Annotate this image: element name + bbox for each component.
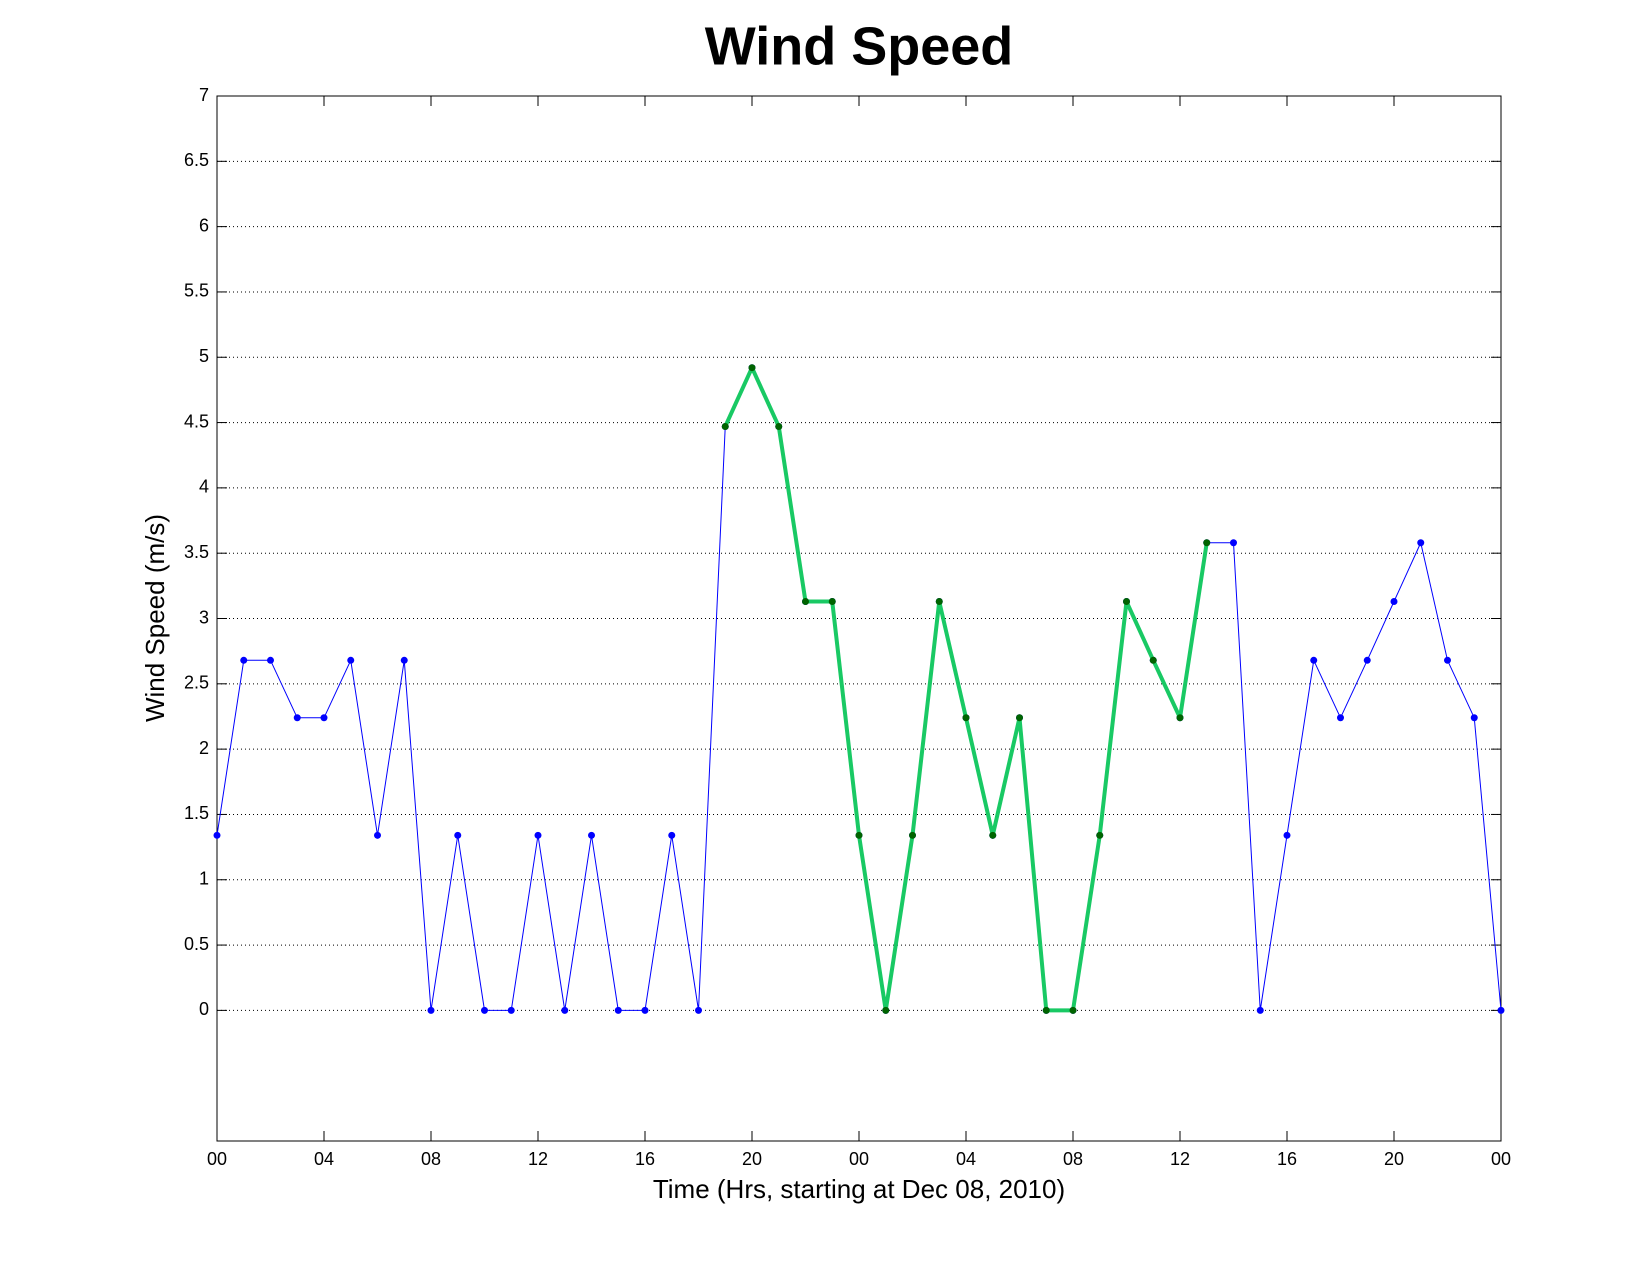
y-tick-label: 0.5: [184, 934, 209, 954]
data-point: [1337, 714, 1344, 722]
data-point: [1256, 1006, 1264, 1014]
x-tick-label: 00: [207, 1149, 227, 1169]
x-tick-label: 20: [1384, 1149, 1404, 1169]
data-point: [641, 1006, 649, 1014]
data-point: [695, 1006, 702, 1014]
data-point: [267, 656, 274, 664]
data-point: [748, 364, 756, 372]
y-tick-label: 5: [199, 346, 209, 366]
data-point: [1230, 539, 1237, 547]
x-tick-label: 12: [528, 1149, 548, 1169]
y-tick-label: 6.5: [184, 150, 209, 170]
data-point: [561, 1006, 569, 1014]
data-point: [1096, 831, 1104, 839]
y-tick-label: 4.5: [184, 411, 209, 431]
data-point: [1310, 656, 1318, 664]
data-point: [1203, 539, 1211, 547]
y-tick-label: 0: [199, 999, 209, 1019]
data-point: [240, 656, 248, 664]
data-point: [668, 831, 676, 839]
data-point: [507, 1006, 515, 1014]
data-point: [1390, 598, 1398, 606]
data-point: [1149, 656, 1157, 664]
data-point: [1042, 1006, 1050, 1014]
data-point: [1417, 539, 1425, 547]
y-axis-label: Wind Speed (m/s): [140, 514, 170, 722]
data-point: [721, 422, 729, 430]
y-tick-label: 2.5: [184, 673, 209, 693]
data-point: [213, 831, 221, 839]
data-point: [935, 598, 943, 606]
data-point: [828, 598, 836, 606]
y-tick-label: 7: [199, 85, 209, 105]
x-tick-label: 00: [849, 1149, 869, 1169]
data-point: [1283, 831, 1291, 839]
x-tick-label: 16: [635, 1149, 655, 1169]
data-point: [481, 1006, 488, 1014]
y-tick-label: 3.5: [184, 542, 209, 562]
x-tick-label: 04: [956, 1149, 976, 1169]
data-point: [882, 1006, 890, 1014]
y-tick-label: 3: [199, 607, 209, 627]
data-point: [909, 831, 916, 839]
x-tick-label: 16: [1277, 1149, 1297, 1169]
x-tick-label: 12: [1170, 1149, 1190, 1169]
y-tick-label: 5.5: [184, 281, 209, 301]
data-point: [1470, 714, 1478, 722]
y-tick-label: 4: [199, 477, 209, 497]
data-point: [989, 831, 997, 839]
x-tick-label: 08: [421, 1149, 441, 1169]
y-tick-label: 1.5: [184, 803, 209, 823]
x-tick-label: 08: [1063, 1149, 1083, 1169]
y-tick-label: 2: [199, 738, 209, 758]
data-point: [588, 831, 595, 839]
data-point: [1363, 656, 1371, 664]
data-point: [962, 714, 970, 722]
data-point: [293, 714, 301, 722]
data-point: [614, 1006, 622, 1014]
data-point: [775, 422, 783, 430]
chart-title: Wind Speed: [705, 16, 1014, 76]
plot-frame: [216, 95, 1502, 1142]
data-point: [374, 831, 381, 839]
x-tick-label: 00: [1491, 1149, 1511, 1169]
data-point: [1497, 1006, 1505, 1014]
data-point: [400, 656, 408, 664]
data-point: [1176, 714, 1184, 722]
data-point: [427, 1006, 435, 1014]
data-point: [1123, 598, 1130, 606]
data-point: [1069, 1006, 1077, 1014]
y-tick-label: 6: [199, 215, 209, 235]
data-point: [320, 714, 328, 722]
data-point: [1016, 714, 1023, 722]
y-tick-label: 1: [199, 869, 209, 889]
x-tick-label: 04: [314, 1149, 334, 1169]
data-point: [855, 831, 863, 839]
x-tick-label: 20: [742, 1149, 762, 1169]
data-point: [454, 831, 462, 839]
data-point: [802, 598, 809, 606]
x-axis-label: Time (Hrs, starting at Dec 08, 2010): [653, 1174, 1065, 1204]
data-point: [1444, 656, 1451, 664]
data-point: [347, 656, 355, 664]
data-point: [534, 831, 542, 839]
